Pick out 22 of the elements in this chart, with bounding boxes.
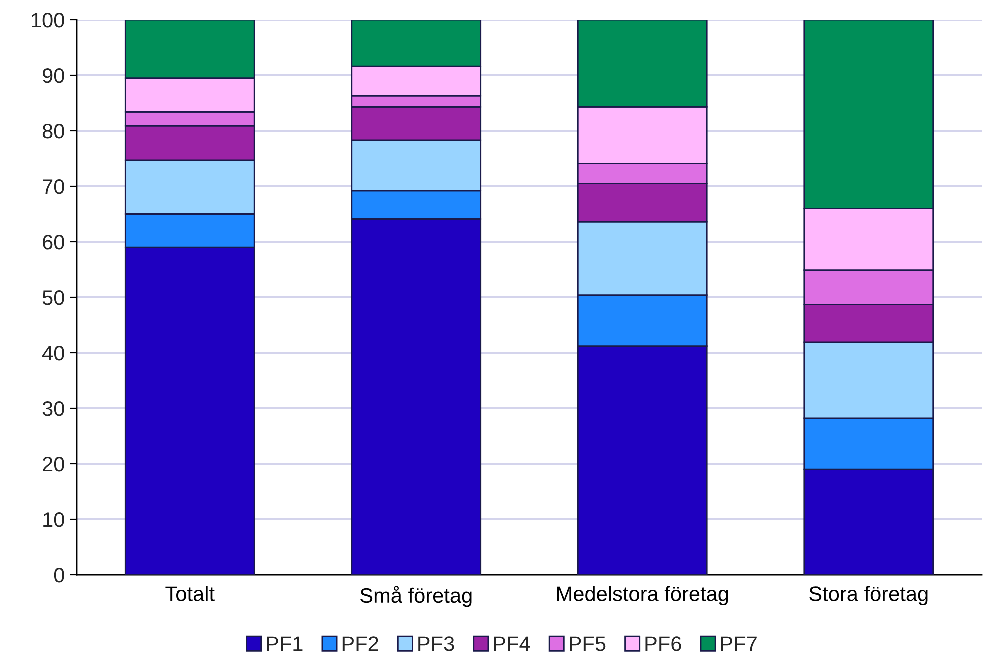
y-tick-label: 50 <box>42 290 64 306</box>
x-tick-label: Totalt <box>166 586 215 602</box>
y-tick-label: 20 <box>43 457 64 472</box>
legend-label: PF2 <box>342 636 378 652</box>
y-tick-label: 0 <box>54 568 64 583</box>
legend-label: PF7 <box>721 636 757 652</box>
legend-label: PF5 <box>570 636 606 652</box>
legend-label: PF1 <box>267 636 303 652</box>
legend-label: PF3 <box>418 636 454 652</box>
x-tick-label: Stora företag <box>810 586 928 606</box>
legend-label: PF4 <box>494 636 530 652</box>
y-tick-label: 100 <box>32 13 64 28</box>
y-tick-label: 90 <box>43 68 64 84</box>
y-tick-label: 60 <box>43 235 64 250</box>
y-tick-label: 40 <box>42 346 64 361</box>
x-tick-label: Medelstora företag <box>557 586 728 606</box>
y-tick-label: 30 <box>42 402 64 416</box>
y-tick-label: 70 <box>43 180 64 194</box>
y-tick-label: 80 <box>42 124 64 139</box>
x-tick-label: Små företag <box>360 586 472 608</box>
legend-label: PF6 <box>646 636 682 652</box>
y-tick-label: 10 <box>44 512 64 528</box>
